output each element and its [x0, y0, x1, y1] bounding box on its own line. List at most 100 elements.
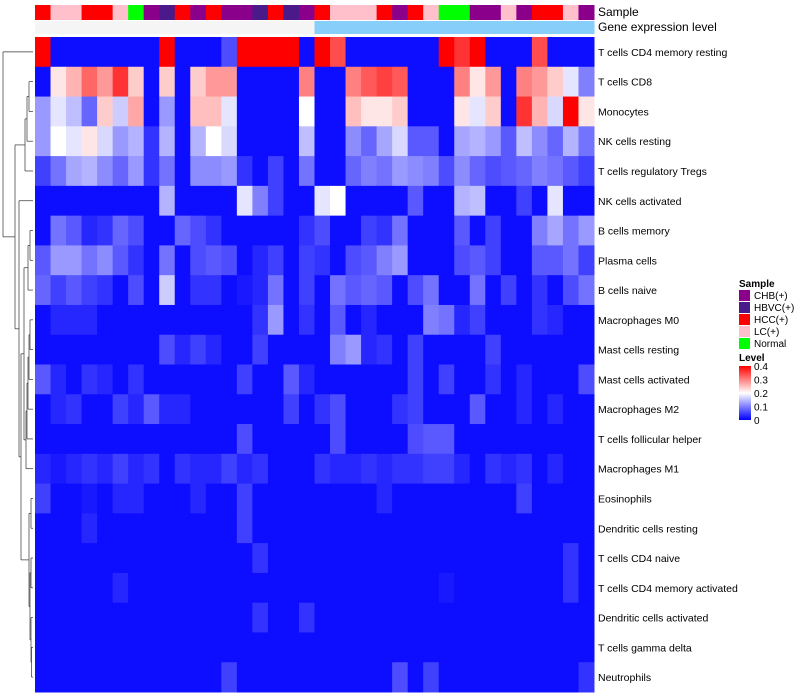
heatmap-cell: [112, 662, 129, 693]
heatmap-cell: [547, 66, 564, 98]
heatmap-cell: [376, 185, 393, 217]
heatmap-cell: [361, 572, 378, 604]
heatmap-cell: [267, 245, 284, 276]
heatmap-cell: [547, 215, 564, 246]
heatmap-cell: [35, 37, 52, 68]
heatmap-cell: [454, 632, 471, 663]
heatmap-cell: [252, 275, 269, 306]
heatmap-cell: [190, 66, 207, 98]
heatmap-cell: [128, 275, 145, 306]
heatmap-cell: [392, 96, 409, 127]
heatmap-cell: [267, 543, 284, 574]
heatmap-cell: [407, 215, 424, 246]
heatmap-cell: [112, 364, 129, 395]
heatmap-cell: [330, 215, 347, 246]
heatmap-cell: [469, 275, 486, 306]
heatmap-cell: [128, 156, 145, 187]
gene-annotation-cell: [562, 21, 579, 34]
heatmap-cell: [112, 632, 129, 663]
heatmap-cell: [205, 215, 222, 246]
heatmap-cell: [221, 245, 238, 276]
heatmap-cell: [361, 602, 378, 633]
heatmap-cell: [112, 483, 129, 514]
sample-annotation-cell: [252, 5, 269, 20]
legend-label: Normal: [754, 339, 786, 350]
heatmap-cell: [500, 543, 517, 574]
sample-annotation-cell: [112, 5, 129, 20]
heatmap-cell: [190, 453, 207, 485]
heatmap-cell: [516, 453, 533, 485]
gene-annotation-cell: [283, 21, 300, 34]
heatmap-cell: [298, 364, 315, 395]
row-label: Eosinophils: [598, 493, 652, 505]
heatmap-cell: [516, 662, 533, 693]
heatmap-cell: [314, 572, 331, 604]
heatmap-cell: [531, 96, 548, 127]
heatmap-cell: [221, 453, 238, 485]
heatmap-cell: [516, 572, 533, 604]
heatmap-cell: [345, 185, 362, 217]
heatmap-cell: [50, 66, 67, 98]
gene-annotation-cell: [190, 21, 207, 34]
heatmap-cell: [547, 424, 564, 455]
heatmap-cell: [423, 156, 440, 187]
heatmap-cell: [66, 513, 83, 544]
heatmap-cell: [205, 37, 222, 68]
heatmap-cell: [485, 304, 502, 336]
heatmap-cell: [66, 185, 83, 217]
heatmap-cell: [221, 424, 238, 455]
heatmap-cell: [143, 245, 160, 276]
heatmap-cell: [159, 543, 176, 574]
heatmap-cell: [423, 424, 440, 455]
heatmap-cell: [128, 394, 145, 425]
heatmap-cell: [407, 126, 424, 157]
heatmap-cell: [50, 453, 67, 485]
heatmap-cell: [66, 364, 83, 395]
heatmap-cell: [81, 126, 98, 157]
heatmap-cell: [35, 245, 52, 276]
heatmap-cell: [283, 572, 300, 604]
heatmap-cell: [221, 126, 238, 157]
heatmap-cell: [190, 543, 207, 574]
heatmap-cell: [314, 185, 331, 217]
heatmap-cell: [159, 394, 176, 425]
row-label: T cells follicular helper: [598, 434, 702, 446]
heatmap-cell: [236, 453, 253, 485]
heatmap-cell: [376, 662, 393, 693]
heatmap-cell: [159, 513, 176, 544]
heatmap-cell: [159, 126, 176, 157]
heatmap-cell: [174, 424, 191, 455]
heatmap-cell: [376, 156, 393, 187]
heatmap-cell: [159, 424, 176, 455]
gene-annotation-cell: [267, 21, 284, 34]
heatmap-cell: [423, 66, 440, 98]
heatmap-cell: [205, 453, 222, 485]
heatmap-cell: [190, 37, 207, 68]
heatmap-cell: [112, 126, 129, 157]
gene-annotation-cell: [392, 21, 409, 34]
heatmap-cell: [438, 304, 455, 336]
heatmap-cell: [252, 304, 269, 336]
heatmap-cell: [345, 245, 362, 276]
heatmap-cell: [97, 334, 114, 365]
legend-sample-title: Sample: [739, 279, 775, 290]
heatmap-cell: [35, 334, 52, 365]
sample-annotation-cell: [236, 5, 253, 20]
heatmap-cell: [531, 632, 548, 663]
heatmap-cell: [221, 156, 238, 187]
heatmap-cell: [236, 543, 253, 574]
heatmap-cell: [159, 572, 176, 604]
heatmap-cell: [298, 215, 315, 246]
heatmap-cell: [531, 364, 548, 395]
heatmap-cell: [500, 394, 517, 425]
heatmap-cell: [562, 37, 579, 68]
heatmap-cell: [35, 424, 52, 455]
heatmap-cell: [562, 96, 579, 127]
heatmap-cell: [516, 334, 533, 365]
heatmap-cell: [361, 662, 378, 693]
heatmap-cell: [221, 96, 238, 127]
heatmap-cell: [128, 543, 145, 574]
heatmap-cell: [159, 483, 176, 514]
heatmap-cell: [330, 96, 347, 127]
heatmap-cell: [562, 275, 579, 306]
